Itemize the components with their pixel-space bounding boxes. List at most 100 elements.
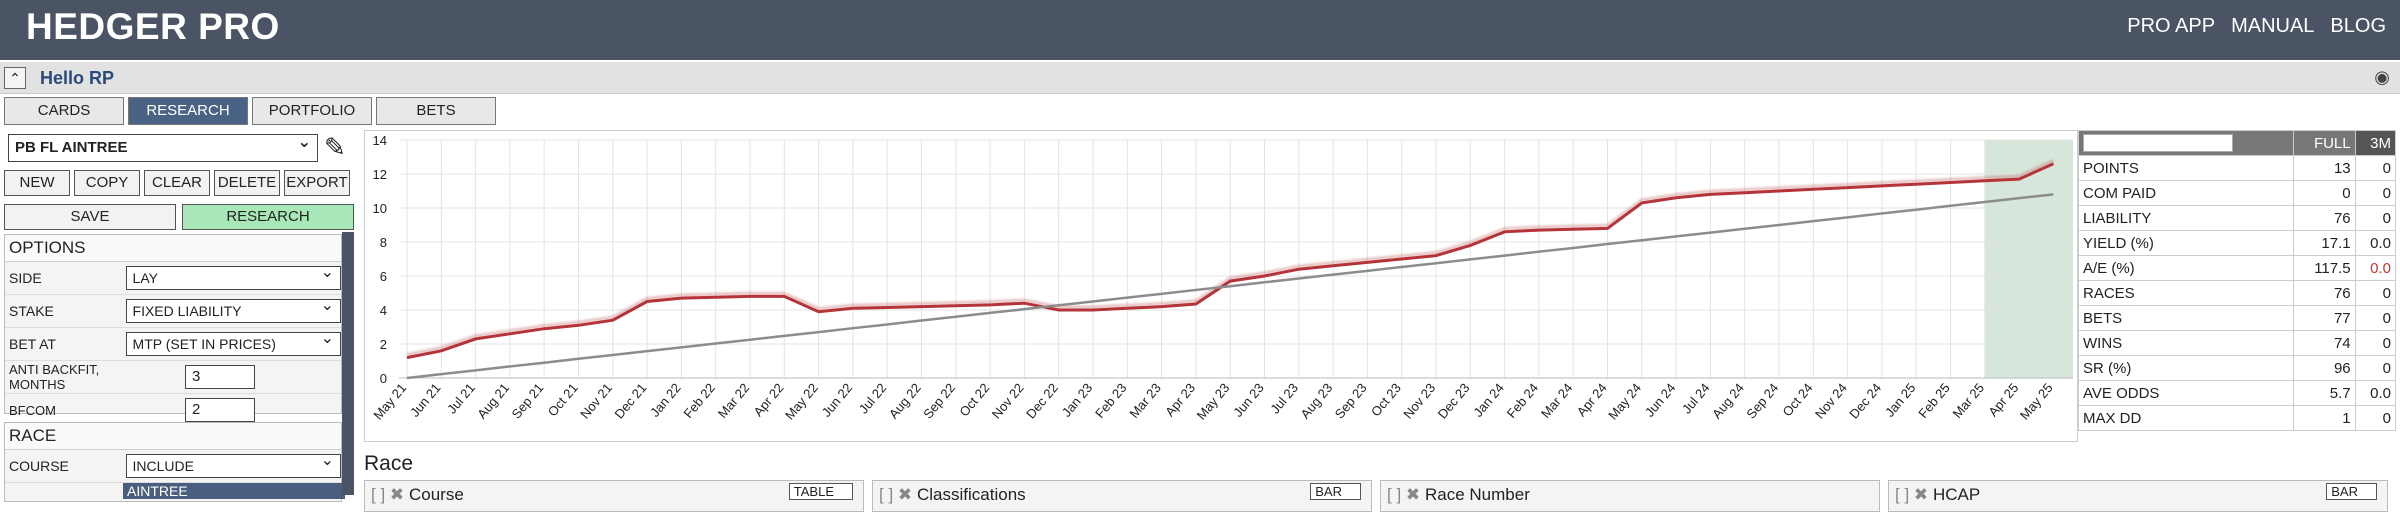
- visibility-icon[interactable]: ◉: [2374, 67, 2390, 87]
- field: STAKE FIXED LIABILITY: [5, 295, 341, 328]
- field-select[interactable]: FIXED LIABILITY: [125, 295, 341, 323]
- view-select[interactable]: TABLE: [788, 483, 853, 500]
- panel-icons: [ ] ✖: [879, 485, 913, 504]
- x-tick-label: Nov 21: [577, 380, 615, 421]
- x-tick-label: Dec 22: [1023, 380, 1061, 421]
- x-tick-label: Feb 22: [680, 380, 718, 421]
- stats-row: LIABILITY 76 0: [2078, 205, 2397, 231]
- race-panel: [ ] ✖ Classifications BAR: [872, 480, 1372, 512]
- x-tick-label: Jul 22: [856, 380, 890, 416]
- stats-row: MAX DD 1 0: [2078, 405, 2397, 431]
- field-label: SIDE: [9, 270, 42, 286]
- tab[interactable]: RESEARCH: [128, 97, 248, 125]
- y-tick-label: 10: [373, 201, 387, 216]
- column-header: FULL: [2292, 130, 2356, 156]
- tab[interactable]: PORTFOLIO: [252, 97, 372, 125]
- nav-link[interactable]: BLOG: [2330, 15, 2386, 37]
- tab[interactable]: BETS: [376, 97, 496, 125]
- x-tick-label: Dec 24: [1846, 380, 1884, 421]
- stats-panel: FULL 3M POINTS 13 0 COM PAID 0 0 LIABILITY 76 0 YIE…: [2078, 130, 2400, 431]
- field: ANTI BACKFIT, MONTHS 3: [5, 361, 341, 394]
- field-input[interactable]: 2: [185, 398, 255, 422]
- x-tick-label: Feb 25: [1915, 380, 1953, 421]
- y-tick-label: 12: [373, 167, 387, 182]
- tab[interactable]: CARDS: [4, 97, 124, 125]
- stat-label: BETS: [2078, 305, 2294, 331]
- stats-row: POINTS 13 0: [2078, 155, 2397, 181]
- x-tick-label: Sep 24: [1743, 380, 1781, 421]
- brand: HEDGER PRO: [26, 6, 280, 47]
- stat-label: MAX DD: [2078, 405, 2294, 431]
- action-button[interactable]: DELETE: [214, 170, 280, 196]
- x-tick-label: Sep 23: [1332, 380, 1370, 421]
- action-button[interactable]: COPY: [74, 170, 140, 196]
- stat-label: SR (%): [2078, 355, 2294, 381]
- action-button[interactable]: CLEAR: [144, 170, 210, 196]
- stats-table: FULL 3M POINTS 13 0 COM PAID 0 0 LIABILITY 76 0 YIE…: [2078, 130, 2397, 431]
- panel-icons: [ ] ✖: [1895, 485, 1929, 504]
- x-tick-label: Oct 24: [1779, 380, 1815, 419]
- system-select[interactable]: PB FL AINTREE: [8, 130, 318, 162]
- stat-full: 17.1: [2292, 230, 2356, 256]
- x-tick-label: Feb 24: [1504, 380, 1542, 421]
- x-tick-label: May 23: [1194, 380, 1233, 422]
- view-select[interactable]: BAR: [2326, 483, 2377, 500]
- field-select[interactable]: LAY: [125, 262, 341, 290]
- nav-link[interactable]: MANUAL: [2231, 15, 2315, 37]
- save-button[interactable]: SAVE: [4, 204, 176, 230]
- race-panel: [ ] ✖ Course TABLE: [364, 480, 864, 512]
- selected-option[interactable]: AINTREE: [123, 483, 345, 499]
- chart-box: May 21 Jun 21 Jul 21 Aug 21 Sep 21 Oct 21 Nov …: [364, 130, 2078, 442]
- action-button[interactable]: NEW: [4, 170, 70, 196]
- x-tick-label: Jun 22: [819, 380, 856, 420]
- x-tick-label: Mar 25: [1950, 380, 1988, 421]
- race-section: RACE COURSE INCLUDE AINTREE: [4, 422, 345, 502]
- panel-title: Classifications: [917, 485, 1026, 504]
- field-label: BFCOM: [9, 402, 56, 418]
- x-tick-label: May 22: [782, 380, 821, 422]
- research-button[interactable]: RESEARCH: [182, 204, 354, 230]
- stats-row: WINS 74 0: [2078, 330, 2397, 356]
- stat-label: COM PAID: [2078, 180, 2294, 206]
- field-select[interactable]: MTP (SET IN PRICES): [125, 328, 341, 356]
- view-select[interactable]: BAR: [1310, 483, 1361, 500]
- y-tick-label: 4: [380, 303, 387, 318]
- x-tick-label: Nov 24: [1812, 380, 1850, 421]
- stat-full: 117.5: [2292, 255, 2356, 281]
- edit-icon[interactable]: ✎: [324, 132, 346, 162]
- race-panel: [ ] ✖ HCAP BAR: [1888, 480, 2388, 512]
- stat-3m: 0: [2354, 205, 2397, 231]
- x-tick-label: Nov 23: [1400, 380, 1438, 421]
- stat-3m: 0: [2354, 280, 2397, 306]
- x-tick-label: Aug 23: [1297, 380, 1335, 421]
- stat-3m: 0.0: [2354, 255, 2397, 281]
- x-tick-label: Jun 23: [1230, 380, 1267, 420]
- x-tick-label: Nov 22: [989, 380, 1027, 421]
- field-select[interactable]: INCLUDE: [125, 450, 341, 478]
- stat-label: POINTS: [2078, 155, 2294, 181]
- stat-3m: 0.0: [2354, 230, 2397, 256]
- stat-3m: 0: [2354, 305, 2397, 331]
- field-input[interactable]: 3: [185, 365, 255, 389]
- field-label: COURSE: [9, 458, 69, 474]
- stat-full: 74: [2292, 330, 2356, 356]
- field: SIDE LAY: [5, 262, 341, 295]
- filter-input[interactable]: [2083, 134, 2233, 153]
- scrollbar[interactable]: [342, 232, 354, 495]
- stats-row: SR (%) 96 0: [2078, 355, 2397, 381]
- stats-header: FULL 3M: [2078, 130, 2397, 156]
- action-button[interactable]: EXPORT: [284, 170, 350, 196]
- greeting: Hello RP: [40, 68, 115, 88]
- stat-3m: 0: [2354, 355, 2397, 381]
- stats-row: COM PAID 0 0: [2078, 180, 2397, 206]
- collapse-button[interactable]: ⌃: [4, 67, 26, 89]
- top-bar: HEDGER PRO PRO APP MANUAL BLOG: [0, 0, 2400, 60]
- y-tick-label: 6: [380, 269, 387, 284]
- nav-link[interactable]: PRO APP: [2127, 15, 2216, 37]
- stat-full: 96: [2292, 355, 2356, 381]
- y-tick-label: 0: [380, 371, 387, 386]
- x-tick-label: May 25: [2017, 380, 2056, 422]
- x-tick-label: Jan 24: [1470, 380, 1507, 420]
- section-title: OPTIONS: [5, 235, 341, 262]
